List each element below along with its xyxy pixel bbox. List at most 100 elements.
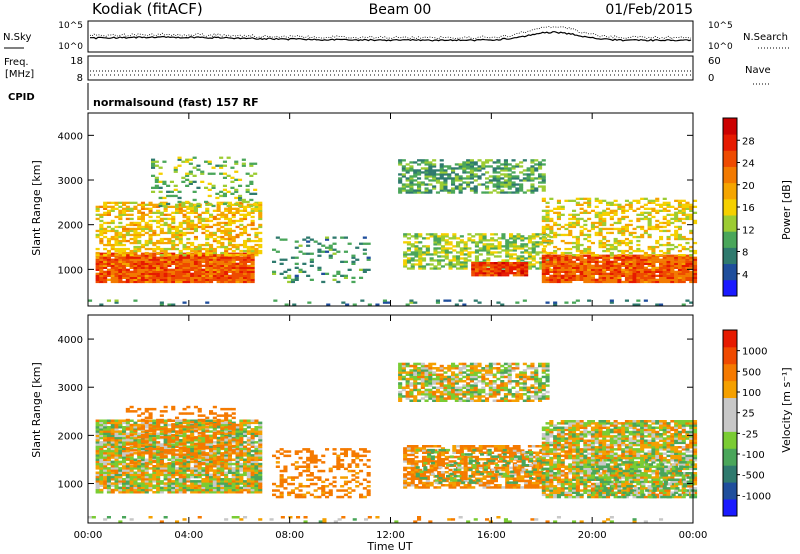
heatmap-cell bbox=[503, 167, 508, 170]
heatmap-cell bbox=[152, 260, 157, 263]
heatmap-cell bbox=[178, 423, 183, 427]
heatmap-cell bbox=[118, 482, 123, 485]
heatmap-cell bbox=[398, 179, 403, 182]
heatmap-cell bbox=[250, 221, 255, 225]
heatmap-cell bbox=[298, 244, 303, 247]
heatmap-cell bbox=[212, 484, 217, 487]
heatmap-cell bbox=[220, 419, 225, 422]
heatmap-cell bbox=[422, 257, 427, 260]
heatmap-cell bbox=[553, 254, 558, 257]
heatmap-cell bbox=[178, 223, 183, 227]
heatmap-cell bbox=[693, 251, 698, 255]
heatmap-cell bbox=[246, 423, 251, 427]
heatmap-cell bbox=[122, 233, 127, 237]
heatmap-cell bbox=[568, 256, 573, 259]
heatmap-cell bbox=[125, 446, 130, 450]
heatmap-cell bbox=[205, 458, 210, 461]
heatmap-cell bbox=[158, 172, 163, 175]
heatmap-cell bbox=[636, 278, 641, 281]
heatmap-cell bbox=[413, 175, 418, 178]
heatmap-cell bbox=[129, 254, 134, 257]
heatmap-cell bbox=[125, 227, 130, 231]
heatmap-cell bbox=[148, 473, 153, 477]
heatmap-cell bbox=[224, 482, 229, 485]
heatmap-cell bbox=[133, 486, 138, 490]
heatmap-cell bbox=[681, 203, 686, 206]
heatmap-cell bbox=[643, 266, 648, 269]
heatmap-cell bbox=[512, 243, 517, 246]
heatmap-cell bbox=[636, 249, 641, 253]
heatmap-cell bbox=[243, 207, 248, 210]
heatmap-cell bbox=[500, 303, 505, 306]
heatmap-cell bbox=[137, 227, 142, 231]
heatmap-cell bbox=[522, 191, 527, 194]
heatmap-cell bbox=[193, 462, 198, 466]
heatmap-cell bbox=[243, 225, 248, 229]
heatmap-cell bbox=[410, 243, 415, 246]
heatmap-cell bbox=[103, 460, 108, 464]
heatmap-cell bbox=[212, 441, 217, 444]
heatmap-cell bbox=[239, 488, 244, 492]
heatmap-cell bbox=[192, 180, 197, 183]
heatmap-cell bbox=[144, 473, 149, 477]
heatmap-cell bbox=[167, 262, 172, 265]
heatmap-cell bbox=[137, 423, 142, 427]
heatmap-cell bbox=[239, 264, 244, 267]
heatmap-cell bbox=[110, 432, 115, 435]
heatmap-cell bbox=[238, 178, 243, 181]
heatmap-cell bbox=[418, 259, 423, 262]
heatmap-cell bbox=[583, 201, 588, 204]
heatmap-cell bbox=[462, 177, 467, 180]
heatmap-cell bbox=[410, 265, 415, 268]
heatmap-cell bbox=[159, 217, 164, 221]
heatmap-cell bbox=[110, 443, 115, 446]
heatmap-cell bbox=[655, 225, 660, 229]
heatmap-cell bbox=[129, 445, 134, 448]
heatmap-cell bbox=[173, 194, 178, 198]
heatmap-cell bbox=[617, 231, 622, 235]
heatmap-cell bbox=[226, 174, 231, 177]
heatmap-cell bbox=[125, 205, 130, 208]
heatmap-cell bbox=[481, 173, 486, 176]
heatmap-cell bbox=[114, 469, 119, 472]
heatmap-cell bbox=[598, 221, 603, 225]
heatmap-cell bbox=[279, 238, 284, 241]
heatmap-cell bbox=[133, 221, 138, 225]
heatmap-cell bbox=[609, 272, 614, 275]
heatmap-cell bbox=[515, 165, 520, 168]
heatmap-cell bbox=[579, 258, 584, 261]
heatmap-cell bbox=[613, 260, 618, 263]
heatmap-cell bbox=[140, 254, 145, 257]
heatmap-cell bbox=[579, 225, 584, 229]
heatmap-cell bbox=[382, 299, 387, 302]
heatmap-cell bbox=[493, 239, 498, 242]
heatmap-cell bbox=[193, 235, 198, 239]
heatmap-cell bbox=[106, 447, 111, 451]
heatmap-cell bbox=[103, 454, 108, 457]
heatmap-cell bbox=[452, 263, 457, 266]
heatmap-cell bbox=[171, 221, 176, 225]
heatmap-cell bbox=[156, 478, 161, 481]
heatmap-cell bbox=[490, 243, 495, 246]
heatmap-cell bbox=[239, 243, 244, 247]
heatmap-cell bbox=[666, 221, 671, 225]
heatmap-cell bbox=[405, 179, 410, 182]
heatmap-cell bbox=[497, 262, 502, 265]
heatmap-cell bbox=[447, 299, 452, 302]
heatmap-cell bbox=[258, 211, 263, 214]
heatmap-cell bbox=[681, 280, 686, 284]
heatmap-cell bbox=[258, 443, 263, 446]
heatmap-cell bbox=[250, 227, 255, 231]
heatmap-cell bbox=[205, 478, 210, 481]
heatmap-cell bbox=[178, 256, 183, 259]
heatmap-cell bbox=[171, 256, 176, 259]
heatmap-cell bbox=[220, 256, 225, 259]
heatmap-cell bbox=[133, 429, 138, 433]
heatmap-cell bbox=[553, 223, 558, 227]
heatmap-cell bbox=[651, 201, 656, 204]
heatmap-cell bbox=[133, 460, 138, 464]
heatmap-cell bbox=[182, 233, 187, 237]
heatmap-cell bbox=[156, 270, 161, 273]
heatmap-cell bbox=[511, 167, 516, 170]
heatmap-cell bbox=[640, 235, 645, 239]
